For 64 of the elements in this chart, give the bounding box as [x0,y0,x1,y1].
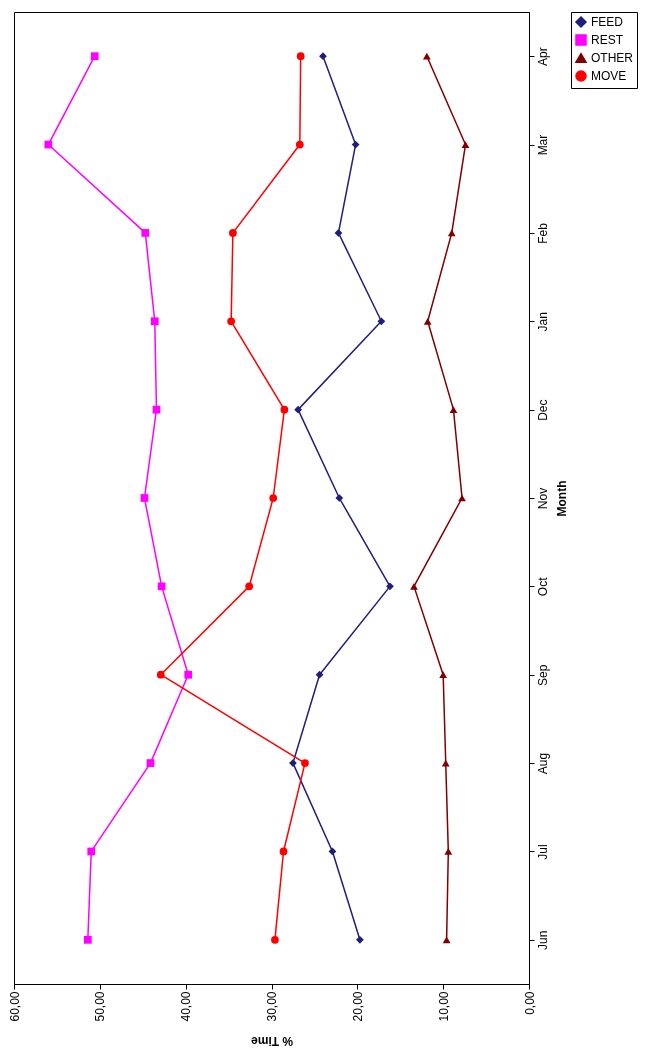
point [301,759,309,767]
x-tick-label: 60,00 [7,991,22,1022]
point [296,52,305,61]
y-tick-label: Dec [535,399,550,421]
legend-label: OTHER [591,51,634,65]
point [334,229,343,237]
point [44,140,53,149]
legend-label: FEED [591,15,624,29]
y-tick-label: Aug [535,752,550,775]
point [146,759,155,767]
y-tick-label: Jan [535,312,550,332]
point [279,847,288,856]
x-tick-label: 10,00 [436,991,451,1022]
point [90,52,99,61]
point [319,52,327,61]
point [141,229,150,237]
point [152,405,161,414]
point [87,847,96,856]
point [295,140,304,149]
y-tick-label: Jun [535,930,550,950]
point [315,670,324,679]
legend-label: REST [591,33,624,47]
point [156,670,165,679]
point [461,141,470,148]
point [157,582,166,591]
point [229,229,237,237]
point [271,935,279,944]
point [351,140,360,149]
y-tick-label: Feb [535,222,550,244]
point [150,317,159,326]
point [386,582,394,591]
point [442,936,451,944]
point [184,670,193,679]
x-tick-label: 0,00 [522,991,537,1015]
x-tick-label: 40,00 [179,991,194,1022]
x-tick-label: 50,00 [93,991,108,1022]
point [423,317,432,325]
point [410,583,418,590]
point [269,494,278,502]
y-axis-title: Month [554,480,569,517]
y-tick-label: Oct [535,576,550,597]
point [335,494,344,502]
point [449,406,458,413]
point [447,229,456,237]
point [140,494,149,502]
y-tick-label: Sep [535,664,550,686]
legend-label: MOVE [591,69,627,83]
y-tick-label: Apr [535,47,550,67]
y-tick-label: Jul [535,844,550,860]
x-axis-title: % Time [250,1033,293,1048]
point [377,317,386,326]
point [245,582,254,591]
point [227,317,236,326]
point [356,935,364,944]
point [294,405,302,414]
point [439,671,448,679]
point [280,405,289,414]
point [444,848,453,855]
point [83,935,92,944]
y-tick-label: Mar [535,134,550,156]
x-tick-label: 20,00 [350,991,365,1022]
point [422,52,431,60]
x-tick-label: 30,00 [265,991,279,1022]
y-tick-label: Nov [535,487,550,510]
